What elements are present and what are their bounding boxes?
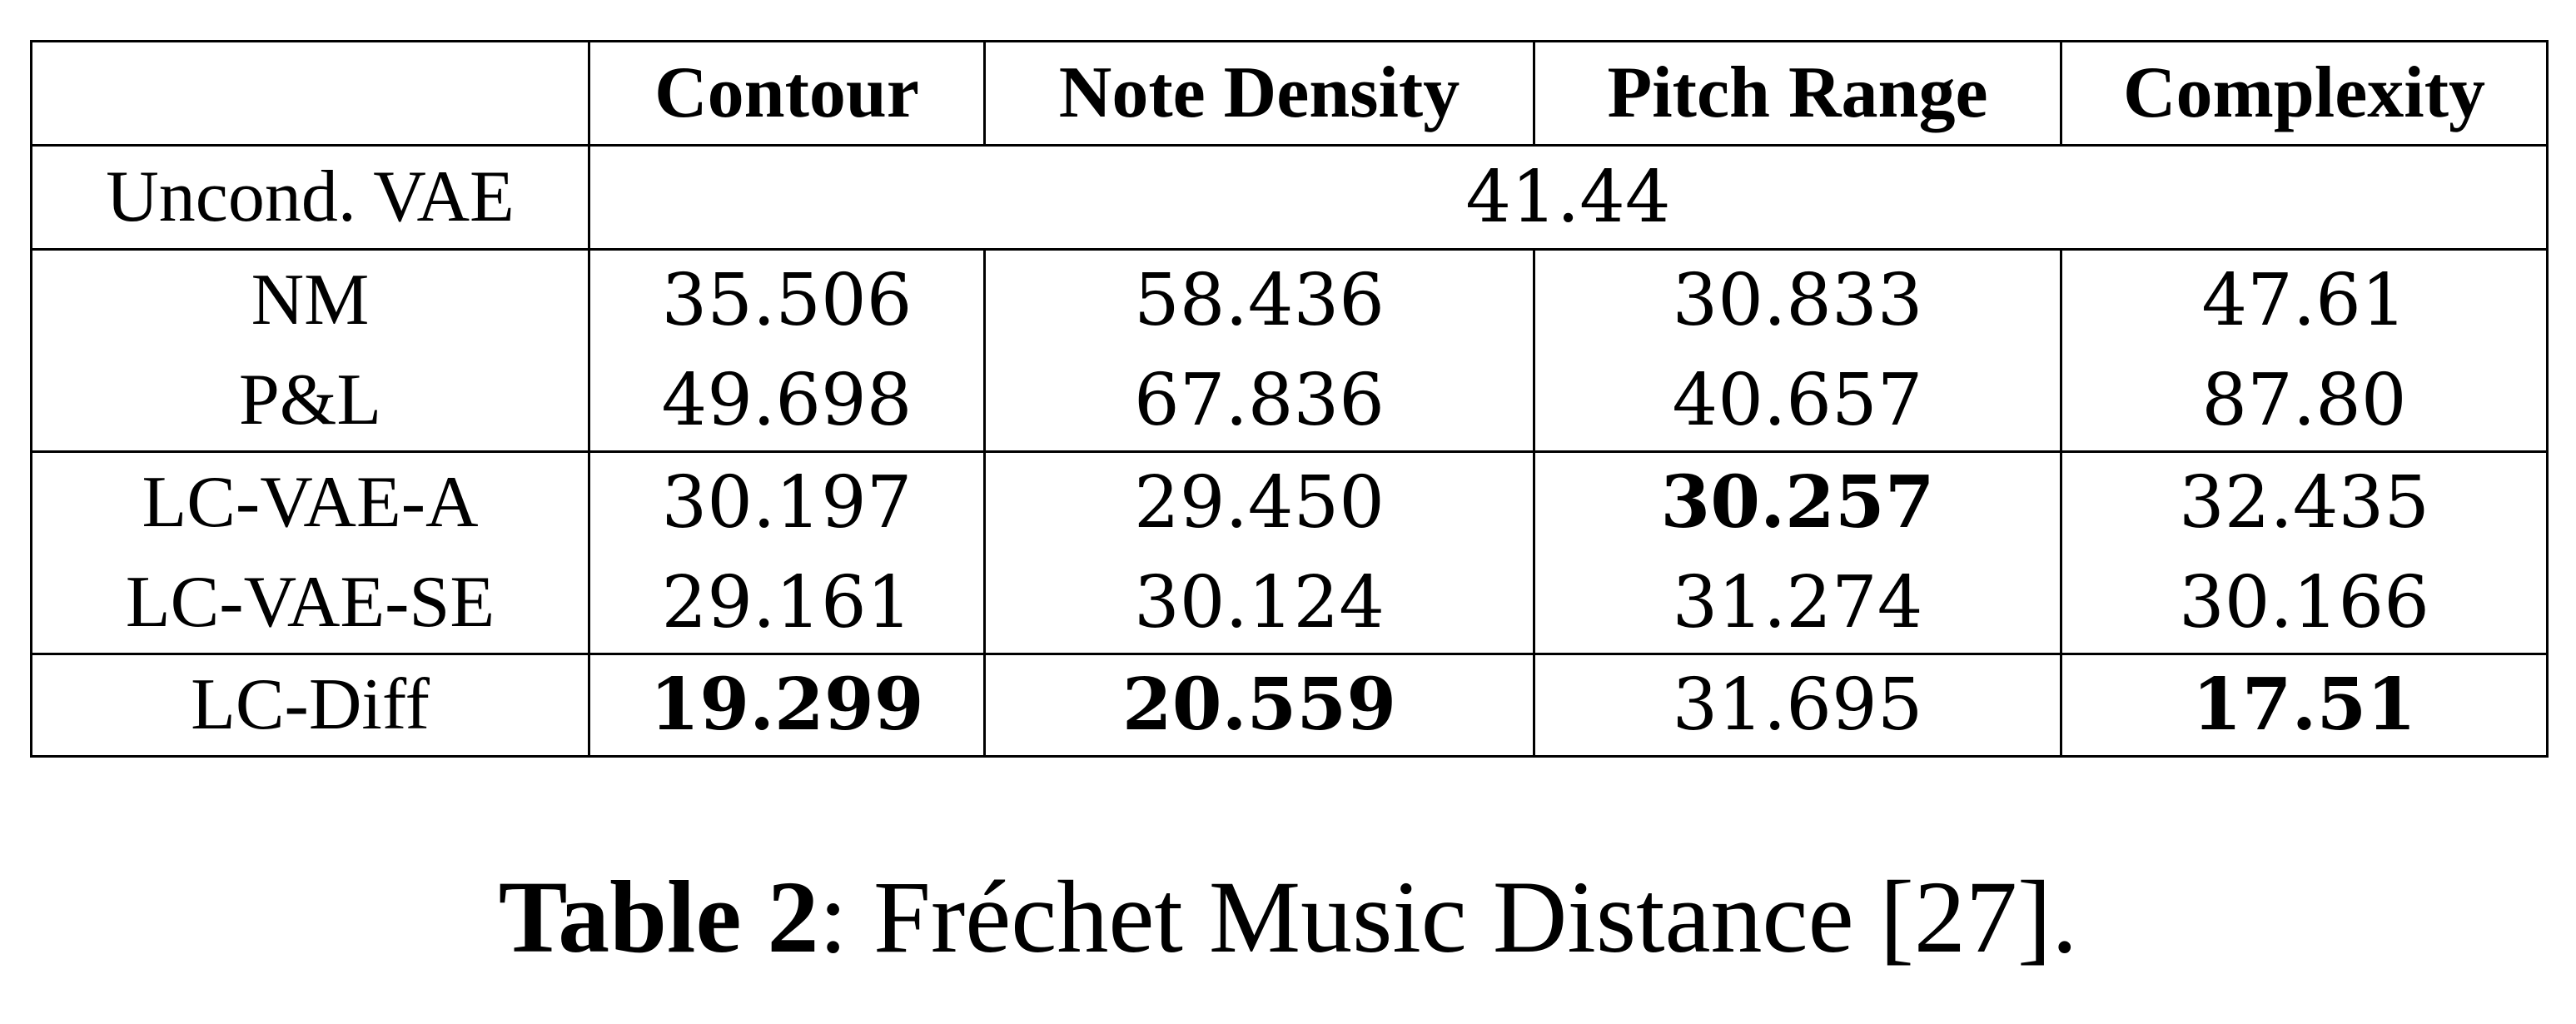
table-cell: 20.559	[983, 653, 1535, 758]
table-cell: 30.833	[1533, 248, 2062, 350]
row-label: Uncond. VAE	[30, 145, 590, 251]
table-cell: 31.274	[1533, 553, 2062, 655]
header-note-density: Note Density	[983, 40, 1535, 147]
table-cell: 30.124	[983, 553, 1535, 655]
table-row: LC-VAE-A 30.197 29.450 30.257 32.435	[30, 450, 2549, 553]
table-header-row: Contour Note Density Pitch Range Complex…	[30, 40, 2549, 147]
table-cell: 30.257	[1533, 450, 2062, 553]
table-cell: 30.197	[588, 450, 986, 553]
table-cell: 31.695	[1533, 653, 2062, 758]
table-row: LC-VAE-SE 29.161 30.124 31.274 30.166	[30, 553, 2549, 655]
row-label: LC-VAE-SE	[30, 553, 590, 655]
table-cell: 87.80	[2060, 350, 2549, 453]
table-cell: 19.299	[588, 653, 986, 758]
table-row: NM 35.506 58.436 30.833 47.61	[30, 248, 2549, 350]
table-cell: 29.161	[588, 553, 986, 655]
uncond-vae-value: 41.44	[588, 145, 2549, 251]
table-row: P&L 49.698 67.836 40.657 87.80	[30, 350, 2549, 453]
table-cell: 30.166	[2060, 553, 2549, 655]
caption-label: Table 2	[498, 860, 819, 974]
table-row: LC-Diff 19.299 20.559 31.695 17.51	[30, 653, 2549, 758]
header-contour: Contour	[588, 40, 986, 147]
row-label: LC-Diff	[30, 653, 590, 758]
table-cell: 47.61	[2060, 248, 2549, 350]
table-cell: 17.51	[2060, 653, 2549, 758]
table-cell: 35.506	[588, 248, 986, 350]
table-cell: 49.698	[588, 350, 986, 453]
table-cell: 67.836	[983, 350, 1535, 453]
header-pitch-range: Pitch Range	[1533, 40, 2062, 147]
row-label: NM	[30, 248, 590, 350]
table-caption: Table 2: Fréchet Music Distance [27].	[0, 866, 2576, 969]
header-complexity: Complexity	[2060, 40, 2549, 147]
row-label: P&L	[30, 350, 590, 453]
row-label: LC-VAE-A	[30, 450, 590, 553]
header-corner-cell	[30, 40, 590, 147]
caption-text: : Fréchet Music Distance [27].	[818, 860, 2078, 974]
results-table: Contour Note Density Pitch Range Complex…	[30, 40, 2549, 758]
table-cell: 58.436	[983, 248, 1535, 350]
table-row-uncond-vae: Uncond. VAE 41.44	[30, 145, 2549, 251]
table-cell: 40.657	[1533, 350, 2062, 453]
table-cell: 32.435	[2060, 450, 2549, 553]
results-table-container: Contour Note Density Pitch Range Complex…	[30, 40, 2549, 758]
table-cell: 29.450	[983, 450, 1535, 553]
